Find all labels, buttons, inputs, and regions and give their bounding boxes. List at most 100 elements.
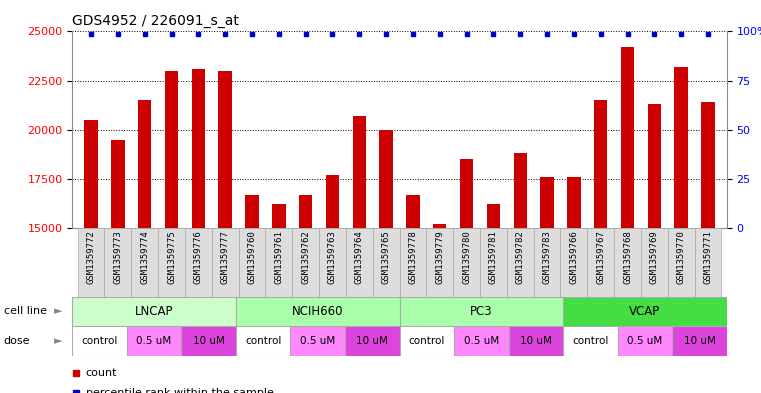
Text: LNCAP: LNCAP	[135, 305, 174, 318]
Bar	[236, 326, 291, 356]
Bar	[540, 177, 554, 228]
Bar	[563, 297, 727, 326]
Bar	[618, 326, 672, 356]
Bar	[560, 228, 587, 297]
Text: GSM1359782: GSM1359782	[516, 230, 525, 284]
Bar	[400, 228, 426, 297]
Text: count: count	[85, 368, 117, 378]
Bar	[345, 326, 400, 356]
Bar	[514, 153, 527, 228]
Bar	[185, 228, 212, 297]
Bar	[138, 100, 151, 228]
Bar	[594, 100, 607, 228]
Text: GSM1359767: GSM1359767	[596, 230, 605, 284]
Bar	[218, 71, 232, 228]
Bar	[460, 159, 473, 228]
Bar	[239, 228, 266, 297]
Bar	[695, 228, 721, 297]
Bar	[641, 228, 667, 297]
Text: GSM1359765: GSM1359765	[381, 230, 390, 284]
Text: GSM1359768: GSM1359768	[623, 230, 632, 284]
Bar	[181, 326, 236, 356]
Text: percentile rank within the sample: percentile rank within the sample	[85, 388, 273, 393]
Bar	[78, 228, 104, 297]
Text: GSM1359783: GSM1359783	[543, 230, 552, 284]
Text: GSM1359776: GSM1359776	[194, 230, 203, 284]
Text: GSM1359771: GSM1359771	[703, 230, 712, 284]
Text: ►: ►	[54, 336, 62, 346]
Bar	[674, 67, 688, 228]
Bar	[192, 69, 205, 228]
Bar	[299, 195, 312, 228]
Text: ►: ►	[54, 307, 62, 316]
Text: GSM1359775: GSM1359775	[167, 230, 176, 284]
Text: GSM1359770: GSM1359770	[677, 230, 686, 284]
Text: 0.5 uM: 0.5 uM	[463, 336, 499, 346]
Text: GSM1359779: GSM1359779	[435, 230, 444, 284]
Bar	[426, 228, 453, 297]
Bar	[346, 228, 373, 297]
Bar	[433, 224, 447, 228]
Bar	[587, 228, 614, 297]
Bar	[507, 228, 533, 297]
Text: GSM1359774: GSM1359774	[140, 230, 149, 284]
Text: 10 uM: 10 uM	[683, 336, 715, 346]
Text: GSM1359764: GSM1359764	[355, 230, 364, 284]
Text: 10 uM: 10 uM	[356, 336, 388, 346]
Text: GSM1359763: GSM1359763	[328, 230, 337, 284]
Bar	[373, 228, 400, 297]
Bar	[563, 326, 618, 356]
Bar	[104, 228, 132, 297]
Bar	[400, 326, 454, 356]
Text: control: control	[409, 336, 445, 346]
Bar	[400, 297, 563, 326]
Bar	[291, 326, 345, 356]
Text: GSM1359761: GSM1359761	[274, 230, 283, 284]
Bar	[245, 195, 259, 228]
Bar	[326, 175, 339, 228]
Text: GSM1359780: GSM1359780	[462, 230, 471, 284]
Bar	[533, 228, 560, 297]
Bar	[266, 228, 292, 297]
Text: GDS4952 / 226091_s_at: GDS4952 / 226091_s_at	[72, 14, 239, 28]
Bar	[567, 177, 581, 228]
Bar	[132, 228, 158, 297]
Bar	[236, 297, 400, 326]
Text: dose: dose	[4, 336, 30, 346]
Text: GSM1359760: GSM1359760	[247, 230, 256, 284]
Text: control: control	[245, 336, 282, 346]
Bar	[621, 47, 634, 228]
Bar	[127, 326, 181, 356]
Text: GSM1359766: GSM1359766	[569, 230, 578, 284]
Text: cell line: cell line	[4, 307, 47, 316]
Bar	[406, 195, 419, 228]
Bar	[272, 204, 285, 228]
Text: 0.5 uM: 0.5 uM	[300, 336, 336, 346]
Text: 10 uM: 10 uM	[193, 336, 224, 346]
Bar	[212, 228, 239, 297]
Text: GSM1359762: GSM1359762	[301, 230, 310, 284]
Text: 0.5 uM: 0.5 uM	[627, 336, 663, 346]
Bar	[111, 140, 125, 228]
Bar	[380, 130, 393, 228]
Bar	[352, 116, 366, 228]
Bar	[453, 228, 480, 297]
Bar	[292, 228, 319, 297]
Bar	[508, 326, 563, 356]
Bar	[319, 228, 346, 297]
Text: PC3: PC3	[470, 305, 492, 318]
Text: GSM1359778: GSM1359778	[409, 230, 418, 284]
Text: 10 uM: 10 uM	[520, 336, 552, 346]
Text: 0.5 uM: 0.5 uM	[136, 336, 172, 346]
Text: control: control	[81, 336, 118, 346]
Bar	[487, 204, 500, 228]
Text: control: control	[572, 336, 609, 346]
Text: NCIH660: NCIH660	[292, 305, 343, 318]
Bar	[614, 228, 641, 297]
Bar	[165, 71, 178, 228]
Text: GSM1359769: GSM1359769	[650, 230, 659, 284]
Bar	[454, 326, 508, 356]
Bar	[667, 228, 695, 297]
Bar	[158, 228, 185, 297]
Text: GSM1359781: GSM1359781	[489, 230, 498, 284]
